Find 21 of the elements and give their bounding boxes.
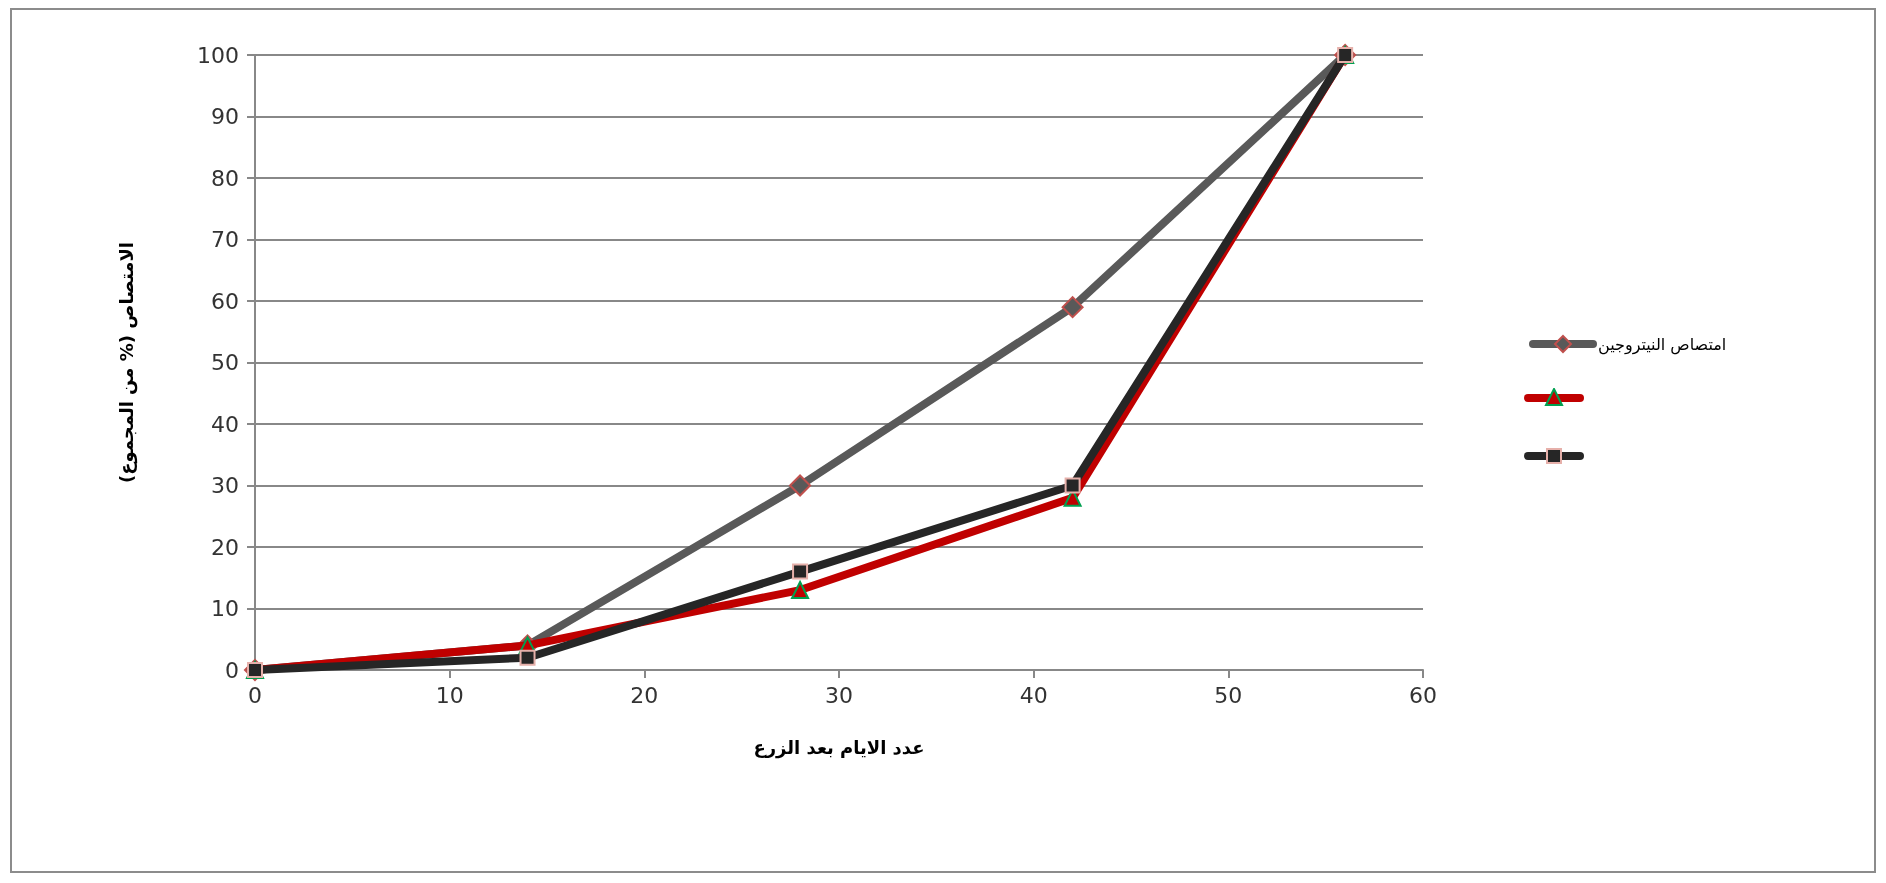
legend-label: امتصاص النيتروجين (1598, 334, 1727, 355)
y-tick-label: 60 (211, 288, 239, 314)
x-axis-title: عدد الايام بعد الزرع (753, 736, 925, 759)
y-tick-label: 50 (211, 350, 239, 375)
y-tick-label: 100 (197, 42, 239, 68)
y-tick-label: 70 (211, 227, 239, 252)
x-tick-label: 50 (1214, 682, 1243, 708)
y-tick-label: 80 (211, 165, 239, 191)
x-tick-label: 0 (248, 682, 262, 708)
x-tick-label: 30 (825, 682, 853, 708)
x-tick-label: 20 (630, 682, 659, 708)
y-tick-label: 40 (211, 411, 239, 437)
x-tick-label: 40 (1019, 682, 1048, 708)
y-axis-title: الامتصاص (% من المجموع) (115, 241, 138, 484)
y-tick-label: 0 (225, 657, 239, 683)
x-tick-label: 60 (1409, 682, 1437, 708)
y-tick-label: 20 (211, 534, 239, 560)
x-tick-label: 10 (435, 682, 464, 708)
y-tick-label: 10 (211, 596, 239, 621)
y-tick-label: 30 (211, 473, 239, 498)
y-tick-label: 90 (211, 104, 239, 129)
